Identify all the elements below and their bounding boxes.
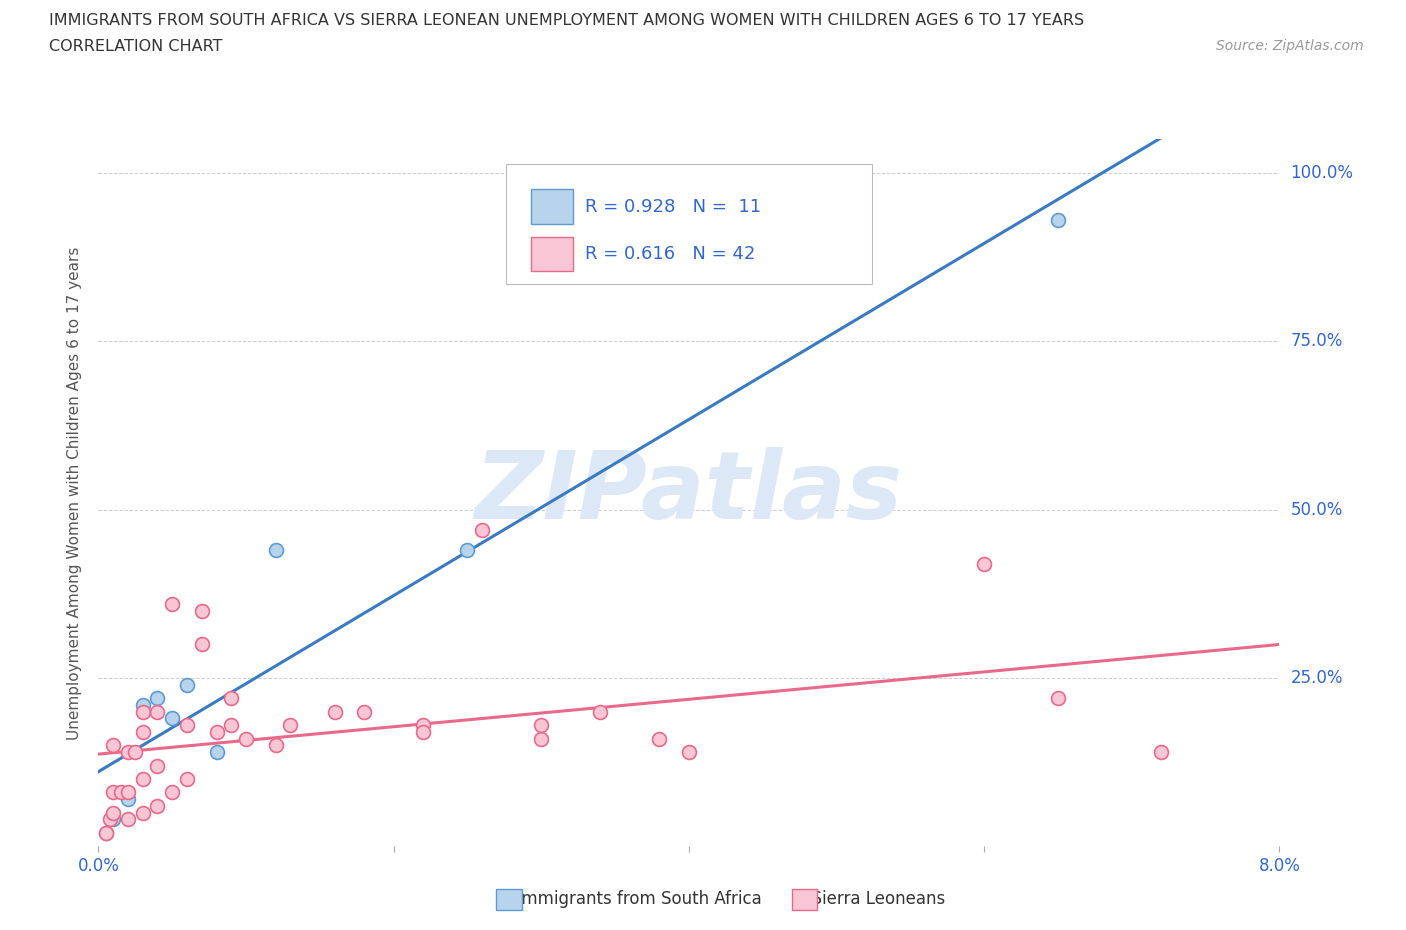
Point	[205, 745, 228, 760]
Point	[176, 718, 198, 733]
Point	[132, 698, 155, 712]
Text: CORRELATION CHART: CORRELATION CHART	[49, 39, 222, 54]
Text: R = 0.616   N = 42: R = 0.616 N = 42	[585, 245, 755, 263]
Point	[117, 785, 139, 800]
Point	[98, 812, 121, 827]
Text: Immigrants from South Africa: Immigrants from South Africa	[506, 890, 762, 909]
Point	[146, 691, 169, 706]
Y-axis label: Unemployment Among Women with Children Ages 6 to 17 years: Unemployment Among Women with Children A…	[67, 246, 83, 739]
Point	[132, 805, 155, 820]
Point	[264, 543, 287, 558]
Point	[353, 704, 375, 719]
Point	[103, 785, 124, 800]
Point	[1150, 745, 1173, 760]
Point	[678, 745, 700, 760]
Point	[94, 826, 117, 841]
Point	[191, 637, 214, 652]
Point	[264, 737, 287, 752]
Text: R = 0.928   N =  11: R = 0.928 N = 11	[585, 198, 761, 216]
Point	[219, 718, 242, 733]
Point	[176, 772, 198, 787]
Point	[132, 772, 155, 787]
Point	[1046, 213, 1069, 228]
Point	[117, 745, 139, 760]
Point	[219, 691, 242, 706]
Point	[132, 704, 155, 719]
Point	[530, 731, 553, 746]
Point	[176, 677, 198, 692]
Text: Source: ZipAtlas.com: Source: ZipAtlas.com	[1216, 39, 1364, 53]
FancyBboxPatch shape	[530, 190, 574, 224]
Point	[973, 556, 995, 571]
Point	[162, 785, 183, 800]
Point	[412, 718, 434, 733]
Text: 75.0%: 75.0%	[1291, 332, 1343, 351]
Text: Sierra Leoneans: Sierra Leoneans	[801, 890, 946, 909]
Point	[648, 731, 671, 746]
Point	[323, 704, 346, 719]
Point	[278, 718, 301, 733]
Text: 50.0%: 50.0%	[1291, 500, 1343, 519]
Point	[530, 718, 553, 733]
Text: 100.0%: 100.0%	[1291, 165, 1354, 182]
Point	[117, 791, 139, 806]
Point	[117, 812, 139, 827]
Text: IMMIGRANTS FROM SOUTH AFRICA VS SIERRA LEONEAN UNEMPLOYMENT AMONG WOMEN WITH CHI: IMMIGRANTS FROM SOUTH AFRICA VS SIERRA L…	[49, 13, 1084, 28]
Point	[124, 745, 146, 760]
Point	[146, 799, 169, 814]
Point	[146, 704, 169, 719]
Point	[1046, 691, 1069, 706]
Point	[103, 805, 124, 820]
Text: 25.0%: 25.0%	[1291, 669, 1343, 687]
Point	[456, 543, 478, 558]
Point	[132, 724, 155, 739]
Point	[162, 596, 183, 611]
Point	[412, 724, 434, 739]
Point	[589, 704, 612, 719]
Point	[146, 758, 169, 773]
FancyBboxPatch shape	[506, 165, 872, 285]
FancyBboxPatch shape	[530, 236, 574, 272]
Text: ZIPatlas: ZIPatlas	[475, 447, 903, 538]
Point	[103, 737, 124, 752]
Point	[191, 604, 214, 618]
Point	[110, 785, 132, 800]
Point	[235, 731, 257, 746]
Point	[94, 826, 117, 841]
Point	[205, 724, 228, 739]
Point	[162, 711, 183, 725]
Point	[103, 812, 124, 827]
Point	[471, 523, 494, 538]
